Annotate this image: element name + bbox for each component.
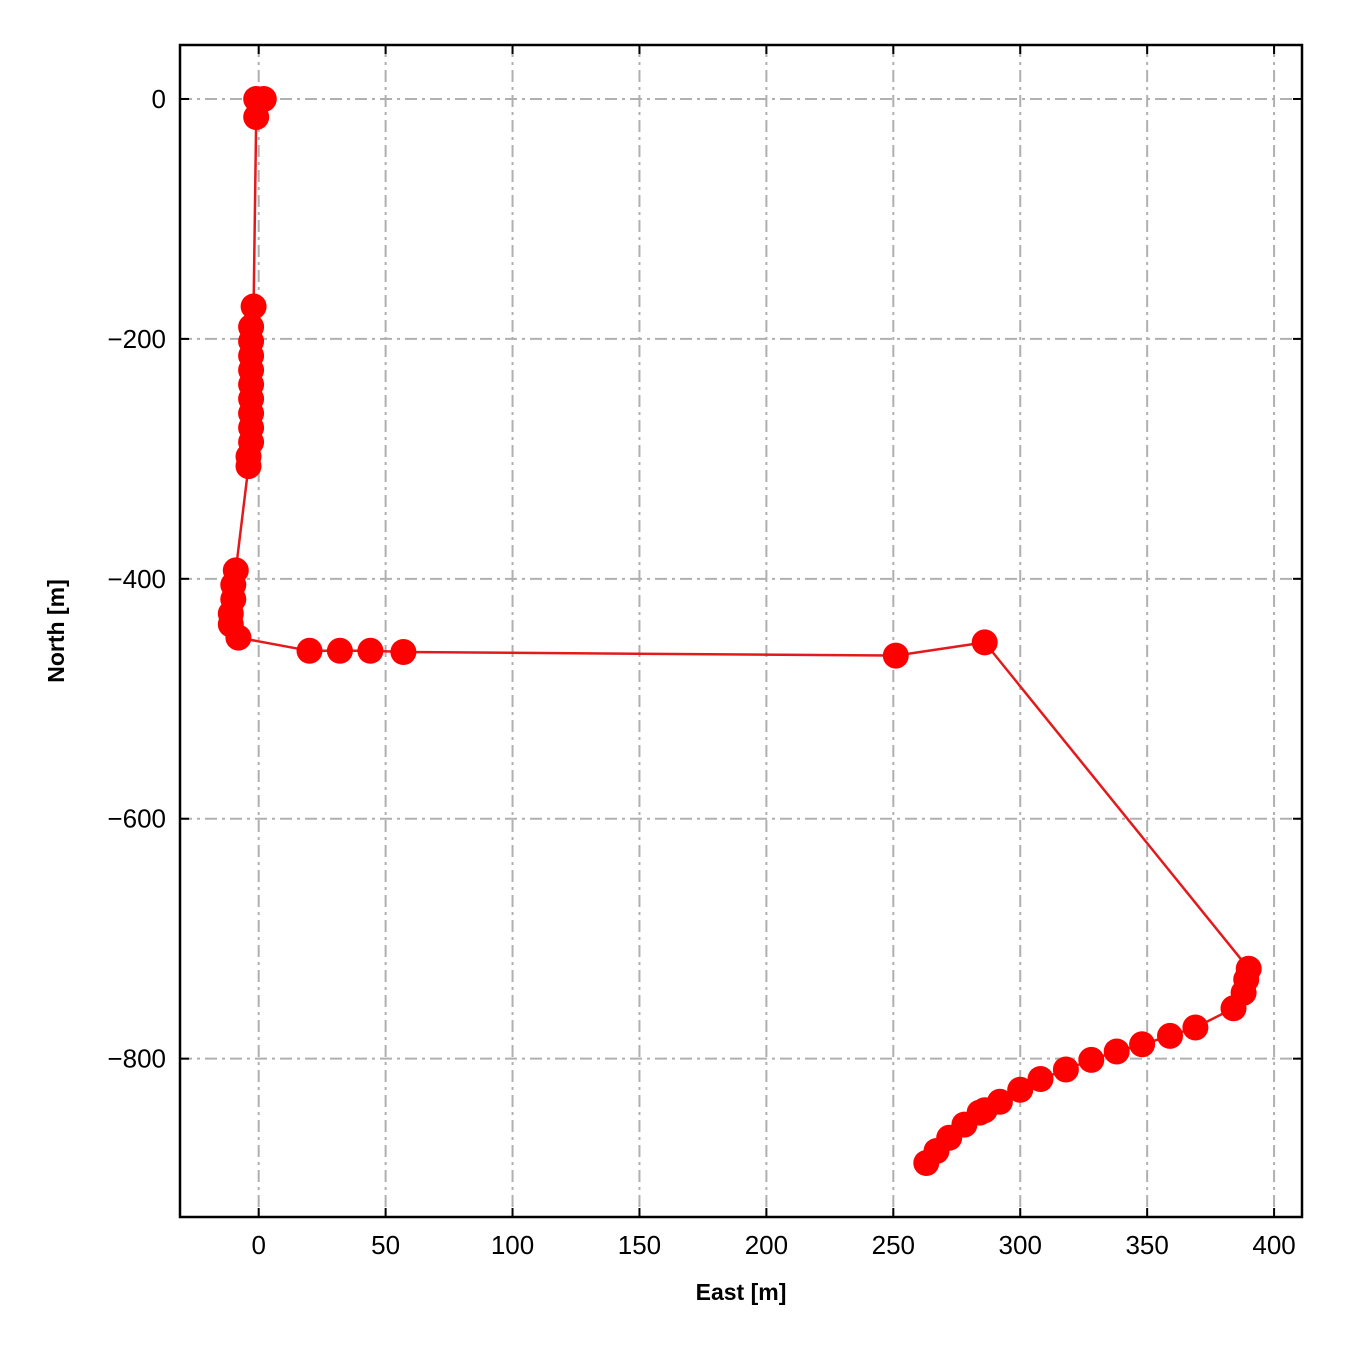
trajectory-point — [1129, 1031, 1156, 1058]
x-tick-label: 200 — [745, 1230, 788, 1260]
x-axis-title: East [m] — [696, 1279, 787, 1305]
plot-frame — [178, 43, 1304, 1219]
trajectory-point — [882, 642, 909, 669]
trajectory-point — [1103, 1038, 1130, 1065]
trajectory-point — [971, 629, 998, 656]
y-tick-label: 0 — [152, 84, 166, 114]
trajectory-point — [235, 453, 262, 480]
trajectory-point — [1157, 1022, 1183, 1049]
trajectory-point — [326, 637, 353, 664]
y-axis-title: North [m] — [43, 579, 69, 682]
x-tick-label: 0 — [251, 1230, 265, 1260]
trajectory-point — [243, 104, 270, 130]
trajectory-point — [1182, 1014, 1209, 1041]
trajectory-point — [357, 637, 384, 664]
trajectory-point — [1220, 995, 1247, 1022]
y-tick-label: −800 — [107, 1044, 166, 1074]
trajectory-point — [1078, 1046, 1105, 1073]
x-tick-label: 100 — [491, 1230, 534, 1260]
y-tick-label: −600 — [107, 804, 166, 834]
trajectory-point — [1052, 1056, 1079, 1083]
trajectory-point — [296, 637, 323, 664]
axis-ticks: 0 50 100 150 200 250 300 350 400 0 −200 −400 −600 −80… — [107, 45, 1302, 1260]
trajectory-point — [240, 293, 267, 320]
x-tick-label: 400 — [1252, 1230, 1295, 1260]
x-tick-label: 250 — [872, 1230, 915, 1260]
x-tick-label: 150 — [618, 1230, 661, 1260]
x-tick-label: 300 — [999, 1230, 1042, 1260]
trajectory-point — [1007, 1076, 1034, 1103]
data-series — [217, 86, 1262, 1176]
trajectory-point — [243, 86, 270, 112]
trajectory-point — [1027, 1066, 1054, 1092]
x-tick-label: 350 — [1125, 1230, 1168, 1260]
x-tick-label: 50 — [371, 1230, 400, 1260]
y-tick-label: −400 — [107, 564, 166, 594]
trajectory-point — [225, 624, 252, 651]
trajectory-point — [913, 1150, 940, 1176]
y-tick-label: −200 — [107, 324, 166, 354]
trajectory-point — [390, 639, 417, 665]
